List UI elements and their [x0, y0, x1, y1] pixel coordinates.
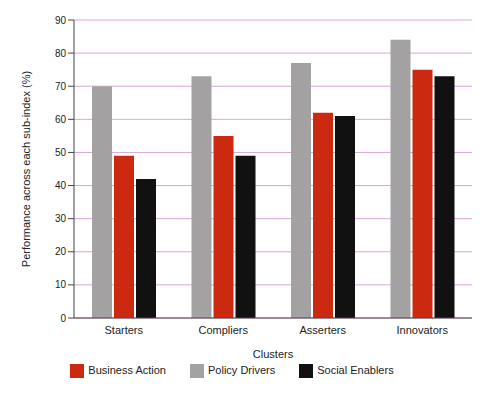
svg-text:Compliers: Compliers — [198, 324, 248, 336]
html-text:Policy Drivers: Policy Drivers — [208, 364, 276, 376]
svg-text:60: 60 — [55, 114, 67, 125]
svg-text:Clusters: Clusters — [253, 348, 294, 360]
svg-text:40: 40 — [55, 180, 67, 191]
svg-text:0: 0 — [60, 313, 66, 324]
html-text:Business Action: Business Action — [88, 364, 166, 376]
svg-text:50: 50 — [55, 147, 67, 158]
svg-text:Asserters: Asserters — [300, 324, 347, 336]
svg-text:30: 30 — [55, 213, 67, 224]
svg-text:10: 10 — [55, 279, 67, 290]
svg-text:Performance across each sub-in: Performance across each sub-index (%) — [20, 71, 32, 267]
html-text:Social Enablers: Social Enablers — [317, 364, 394, 376]
svg-text:90: 90 — [55, 15, 67, 26]
svg-text:Innovators: Innovators — [397, 324, 449, 336]
svg-text:80: 80 — [55, 48, 67, 59]
svg-text:20: 20 — [55, 246, 67, 257]
svg-text:Starters: Starters — [104, 324, 143, 336]
svg-text:70: 70 — [55, 81, 67, 92]
